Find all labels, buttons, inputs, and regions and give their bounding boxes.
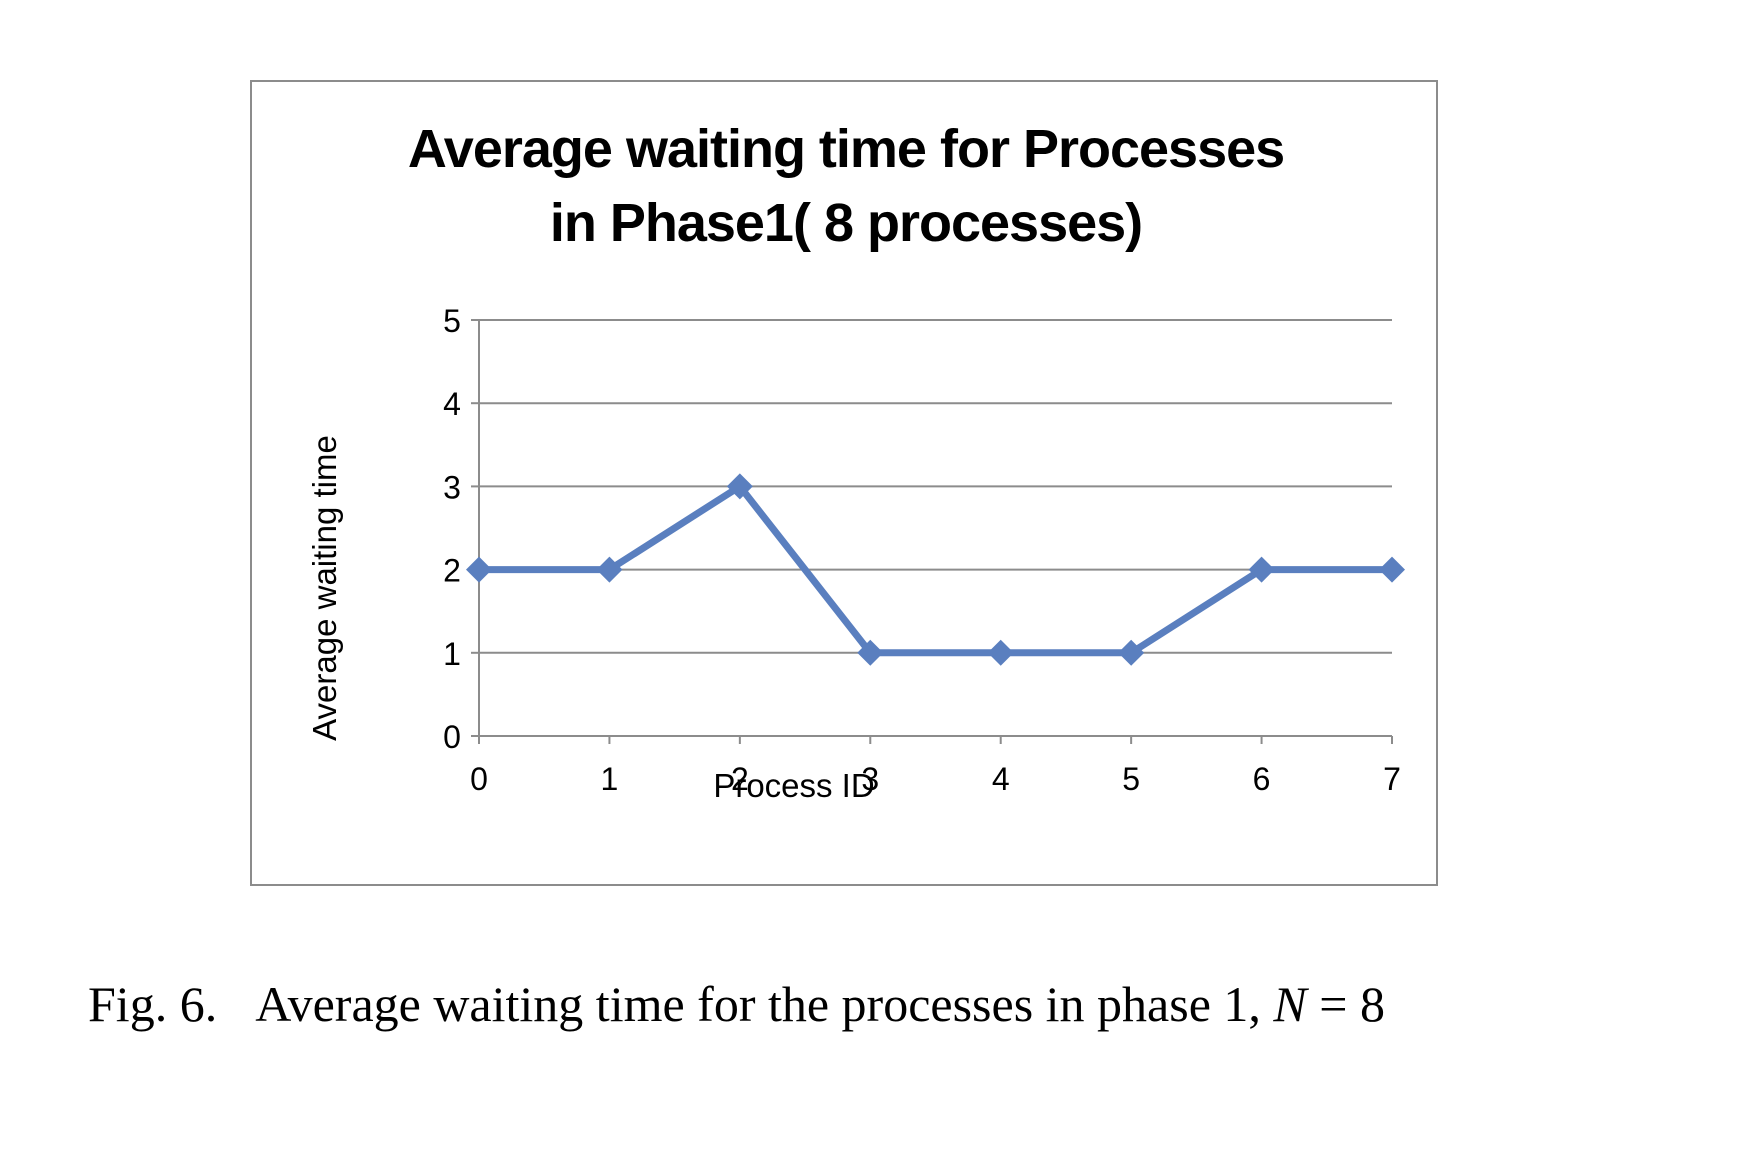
series-line: [475, 482, 1396, 657]
caption-text: Average waiting time for the processes i…: [255, 976, 1261, 1032]
data-point-3: [857, 639, 884, 666]
data-point-6: [1248, 556, 1275, 583]
chart-title-line-2: in Phase1( 8 processes): [549, 193, 1143, 253]
x-tick-label: 7: [1383, 761, 1401, 797]
caption-label: Fig. 6.: [88, 976, 218, 1032]
x-tick-label: 2: [731, 761, 749, 797]
figure-caption: Fig. 6. Average waiting time for the proc…: [88, 975, 1648, 1033]
x-tick-label: 4: [992, 761, 1010, 797]
data-point-0: [466, 556, 492, 583]
x-tick-label: 1: [601, 761, 619, 797]
x-tick-label: 6: [1253, 761, 1271, 797]
x-tick-label: 3: [861, 761, 879, 797]
data-point-2: [726, 473, 753, 500]
x-tick-label: 5: [1122, 761, 1140, 797]
data-point-7: [1379, 556, 1405, 583]
data-point-4: [987, 639, 1014, 666]
caption-relation: = 8: [1319, 976, 1385, 1032]
y-tick-label: 1: [443, 636, 461, 672]
y-axis-label: Average waiting time: [306, 435, 343, 741]
data-point-5: [1118, 639, 1145, 666]
y-tick-label: 0: [443, 719, 461, 755]
chart-title-line-1: Average waiting time for Processes: [407, 119, 1285, 179]
x-tick-label: 0: [470, 761, 488, 797]
y-tick-label: 2: [443, 553, 461, 589]
data-point-1: [596, 556, 623, 583]
y-tick-label: 4: [443, 386, 461, 422]
x-axis-label: Process ID: [713, 767, 874, 804]
y-tick-label: 5: [443, 303, 461, 339]
y-tick-label: 3: [443, 469, 461, 505]
line-chart: 0 1 2 3 4 5 0 1 2 3 4 5 6 7 Process ID Average waiting …: [306, 303, 1405, 804]
chart-frame: Average waiting time for Processes in Ph…: [250, 80, 1438, 886]
caption-variable: N: [1273, 976, 1307, 1032]
chart-title: Average waiting time for Processes in Ph…: [252, 112, 1440, 260]
